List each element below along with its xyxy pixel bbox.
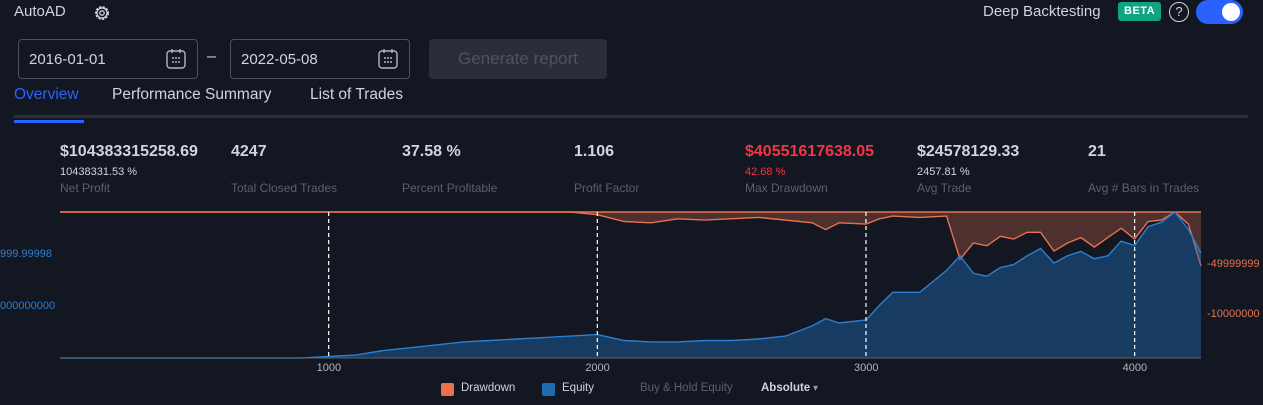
legend-equity-label: Equity xyxy=(562,382,594,394)
generate-report-button[interactable]: Generate report xyxy=(429,39,607,79)
beta-badge: BETA xyxy=(1118,2,1162,21)
start-date-value: 2016-01-01 xyxy=(29,51,106,68)
avg-trade-percent: 2457.81 % xyxy=(917,166,970,178)
top-bar: AutoAD Deep Backtesting BETA ? xyxy=(0,0,1263,28)
toggle-knob xyxy=(1222,3,1240,21)
max-drawdown-percent: 42.68 % xyxy=(745,166,786,178)
stat-net-profit: $104383315258.69 10438331.53 % Net Profi… xyxy=(60,143,198,195)
net-profit-label: Net Profit xyxy=(60,181,111,195)
chevron-down-icon: ▾ xyxy=(813,383,819,394)
tab-overview-label: Overview xyxy=(14,86,79,103)
tab-list-of-trades[interactable]: List of Trades xyxy=(310,86,404,103)
calendar-icon[interactable] xyxy=(377,48,399,70)
stat-avg-trade: $24578129.33 2457.81 % Avg Trade xyxy=(917,143,1019,195)
profit-factor-label: Profit Factor xyxy=(574,181,640,195)
x-axis-tick: 1000 xyxy=(316,362,342,374)
avg-bars-value: 21 xyxy=(1088,143,1106,160)
start-date-field[interactable]: 2016-01-01 xyxy=(18,39,198,79)
stat-profit-factor: 1.106 Profit Factor xyxy=(574,143,639,195)
stat-avg-bars: 21 Avg # Bars in Trades xyxy=(1088,143,1203,195)
tab-overview[interactable]: Overview xyxy=(14,86,84,123)
max-drawdown-value: $40551617638.05 xyxy=(745,143,875,160)
stat-max-drawdown: $40551617638.05 42.68 % Max Drawdown xyxy=(745,143,874,195)
stat-total-closed-trades: 4247 Total Closed Trades xyxy=(231,143,337,195)
equity-area xyxy=(60,212,1201,358)
percent-profitable-label: Percent Profitable xyxy=(402,181,498,195)
profit-factor-value: 1.106 xyxy=(574,143,615,160)
x-axis-tick: 3000 xyxy=(853,362,879,374)
deep-backtesting-toggle[interactable] xyxy=(1196,0,1243,24)
avg-trade-label: Avg Trade xyxy=(917,181,972,195)
legend-drawdown-label: Drawdown xyxy=(461,382,516,394)
stat-percent-profitable: 37.58 % Percent Profitable xyxy=(402,143,497,195)
end-date-field[interactable]: 2022-05-08 xyxy=(230,39,410,79)
drawdown-area xyxy=(60,212,1201,266)
active-tab-indicator xyxy=(14,120,84,123)
total-closed-trades-value: 4247 xyxy=(231,143,267,160)
x-axis-tick: 4000 xyxy=(1122,362,1148,374)
percent-profitable-value: 37.58 % xyxy=(402,143,461,160)
mode-dropdown-label: Absolute xyxy=(761,382,811,394)
drawdown-swatch xyxy=(441,383,454,396)
right-axis-tick: -10000000 xyxy=(1207,308,1260,320)
legend-buy-hold-label: Buy & Hold Equity xyxy=(640,382,733,394)
date-range-separator: – xyxy=(207,48,216,65)
total-closed-trades-label: Total Closed Trades xyxy=(231,181,338,195)
right-axis-tick: -49999999 xyxy=(1207,258,1260,270)
left-axis-tick: 000000000 xyxy=(0,300,56,312)
end-date-value: 2022-05-08 xyxy=(241,51,318,68)
app-title: AutoAD xyxy=(14,3,66,20)
calendar-icon[interactable] xyxy=(165,48,187,70)
avg-trade-value: $24578129.33 xyxy=(917,143,1020,160)
drawdown-line xyxy=(60,211,1202,267)
left-axis-tick: 999.99998 xyxy=(0,248,52,260)
gear-icon[interactable] xyxy=(92,3,112,23)
report-tabs: Overview Performance Summary List of Tra… xyxy=(14,84,1248,123)
deep-backtesting-label: Deep Backtesting xyxy=(983,3,1101,20)
net-profit-percent: 10438331.53 % xyxy=(60,166,138,178)
max-drawdown-label: Max Drawdown xyxy=(745,181,828,195)
tab-performance-summary[interactable]: Performance Summary xyxy=(112,86,272,103)
help-icon[interactable]: ? xyxy=(1169,2,1189,22)
equity-swatch xyxy=(542,383,555,396)
x-axis-tick: 2000 xyxy=(585,362,610,374)
equity-chart xyxy=(60,211,1202,359)
avg-bars-label: Avg # Bars in Trades xyxy=(1088,181,1200,195)
net-profit-value: $104383315258.69 xyxy=(60,143,198,160)
